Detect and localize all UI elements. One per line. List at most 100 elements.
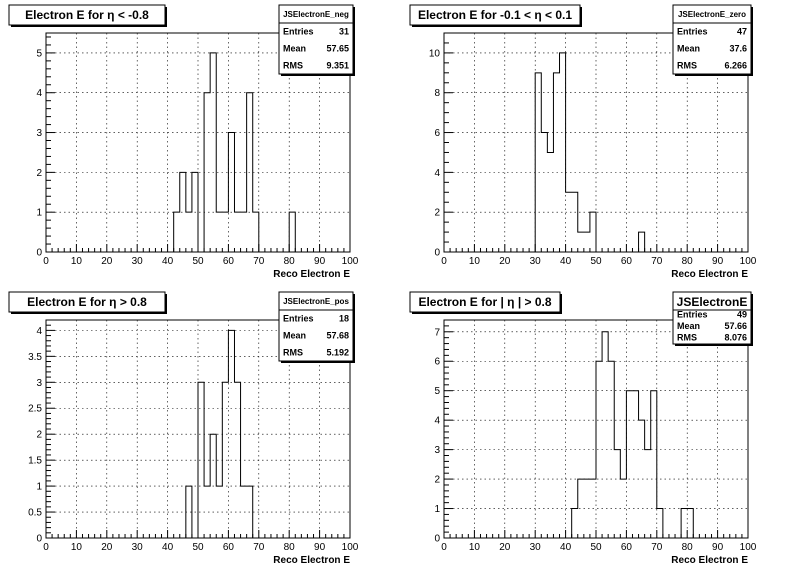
y-tick-label: 4 <box>36 326 42 337</box>
x-tick-label: 90 <box>712 256 724 267</box>
x-tick-label: 90 <box>314 542 326 553</box>
x-axis-label: Reco Electron E <box>273 555 350 566</box>
x-axis-label: Reco Electron E <box>671 269 748 280</box>
x-tick-label: 70 <box>253 256 265 267</box>
stats-row-value: 47 <box>737 27 747 37</box>
x-tick-label: 40 <box>162 256 174 267</box>
stats-name: JSElectronE <box>677 295 748 309</box>
y-axis: 0 1 2 3 4 5 6 7 <box>434 319 453 545</box>
title-text: Electron E for -0.1 < η < 0.1 <box>418 8 572 22</box>
stats-box: JSElectronE_pos Entries 18 Mean 57.68 RMS 5.19… <box>278 291 355 363</box>
stats-row-value: 57.65 <box>326 44 349 54</box>
title-text: Electron E for η > 0.8 <box>27 295 147 309</box>
title-box <box>409 4 581 26</box>
stats-row-value: 37.6 <box>729 44 747 54</box>
panel-title: Electron E for η > 0.8 <box>8 291 167 314</box>
histogram-outline <box>534 52 646 252</box>
title-box <box>8 4 166 26</box>
y-tick-label: 2.5 <box>28 404 42 415</box>
x-axis: 0 10 20 30 40 50 60 70 80 90 100 Reco Electron E <box>43 530 359 566</box>
y-tick-label: 8 <box>434 88 440 99</box>
y-tick-label: 0 <box>434 534 440 545</box>
y-tick-label: 6 <box>434 357 440 368</box>
x-tick-label: 70 <box>651 542 663 553</box>
x-tick-label: 90 <box>712 542 724 553</box>
histogram-outline <box>173 52 296 252</box>
panel-title: Electron E for -0.1 < η < 0.1 <box>409 4 582 27</box>
stats-name: JSElectronE_zero <box>678 10 746 19</box>
title-text: Electron E for | η | > 0.8 <box>418 295 551 309</box>
stats-row-label: RMS <box>283 61 303 71</box>
stats-name: JSElectronE_neg <box>283 10 349 19</box>
y-tick-label: 0 <box>36 534 42 545</box>
x-tick-label: 50 <box>590 542 602 553</box>
x-tick-label: 60 <box>621 256 633 267</box>
y-tick-label: 10 <box>429 48 441 59</box>
x-tick-label: 70 <box>651 256 663 267</box>
y-tick-label: 2 <box>434 475 440 486</box>
y-tick-label: 2 <box>36 168 42 179</box>
histogram-panel-1: 0 10 20 30 40 50 60 70 80 90 100 Reco Electron E 0 1 2… <box>8 4 359 280</box>
x-tick-label: 0 <box>441 542 447 553</box>
x-tick-label: 20 <box>499 542 511 553</box>
histogram-outline <box>571 331 694 538</box>
y-tick-label: 1 <box>434 504 440 515</box>
x-tick-label: 0 <box>43 256 49 267</box>
stats-row-value: 49 <box>737 310 747 320</box>
stats-box: JSElectronE_zero Entries 47 Mean 37.6 RMS 6.26… <box>672 4 753 76</box>
histogram-panel-2: 0 10 20 30 40 50 60 70 80 90 100 Reco Electron E 0 2 4… <box>409 4 757 280</box>
stats-row-value: 31 <box>339 27 349 37</box>
y-tick-label: 0 <box>434 248 440 259</box>
stats-row-label: Mean <box>283 331 306 341</box>
stats-row-value: 6.266 <box>724 61 747 71</box>
y-tick-label: 3 <box>434 445 440 456</box>
stats-row-label: Mean <box>677 321 700 331</box>
stats-row-label: Entries <box>677 27 708 37</box>
x-tick-label: 20 <box>101 542 113 553</box>
x-tick-label: 100 <box>740 542 757 553</box>
x-tick-label: 10 <box>71 256 83 267</box>
stats-row-value: 5.192 <box>326 348 349 358</box>
y-axis: 0 2 4 6 8 10 <box>429 32 453 259</box>
y-axis: 0 0.5 1 1.5 2 2.5 3 3.5 4 <box>28 319 55 545</box>
stats-box: JSElectronE_neg Entries 31 Mean 57.65 RMS 9.35… <box>278 4 355 76</box>
y-tick-label: 3.5 <box>28 352 42 363</box>
y-tick-label: 5 <box>36 48 42 59</box>
histogram-outline <box>185 329 254 538</box>
y-tick-label: 4 <box>434 168 440 179</box>
title-text: Electron E for η < -0.8 <box>25 8 149 22</box>
x-tick-label: 20 <box>499 256 511 267</box>
x-tick-label: 100 <box>342 256 359 267</box>
x-axis: 0 10 20 30 40 50 60 70 80 90 100 Reco Electron E <box>441 244 757 280</box>
y-tick-label: 1 <box>36 482 42 493</box>
y-tick-label: 2 <box>36 430 42 441</box>
x-tick-label: 40 <box>162 542 174 553</box>
title-box <box>8 291 166 313</box>
y-axis: 0 1 2 3 4 5 <box>36 36 55 259</box>
y-tick-label: 1.5 <box>28 456 42 467</box>
x-tick-label: 40 <box>560 256 572 267</box>
x-tick-label: 80 <box>284 542 296 553</box>
stats-row-value: 18 <box>339 314 349 324</box>
x-tick-label: 60 <box>223 542 235 553</box>
histogram-panel-3: 0 10 20 30 40 50 60 70 80 90 100 Reco Electron E 0 0.… <box>8 291 359 566</box>
stats-row-label: Entries <box>677 310 708 320</box>
x-tick-label: 30 <box>132 542 144 553</box>
x-tick-label: 10 <box>71 542 83 553</box>
stats-name: JSElectronE_pos <box>283 297 349 306</box>
y-tick-label: 6 <box>434 128 440 139</box>
panel-title: Electron E for η < -0.8 <box>8 4 167 27</box>
x-tick-label: 20 <box>101 256 113 267</box>
stats-frame <box>672 291 752 345</box>
x-tick-label: 50 <box>590 256 602 267</box>
x-axis-label: Reco Electron E <box>273 269 350 280</box>
x-tick-label: 40 <box>560 542 572 553</box>
y-tick-label: 3 <box>36 378 42 389</box>
y-tick-label: 0.5 <box>28 508 42 519</box>
y-tick-label: 4 <box>434 416 440 427</box>
x-tick-label: 0 <box>441 256 447 267</box>
x-tick-label: 80 <box>682 256 694 267</box>
x-tick-label: 90 <box>314 256 326 267</box>
